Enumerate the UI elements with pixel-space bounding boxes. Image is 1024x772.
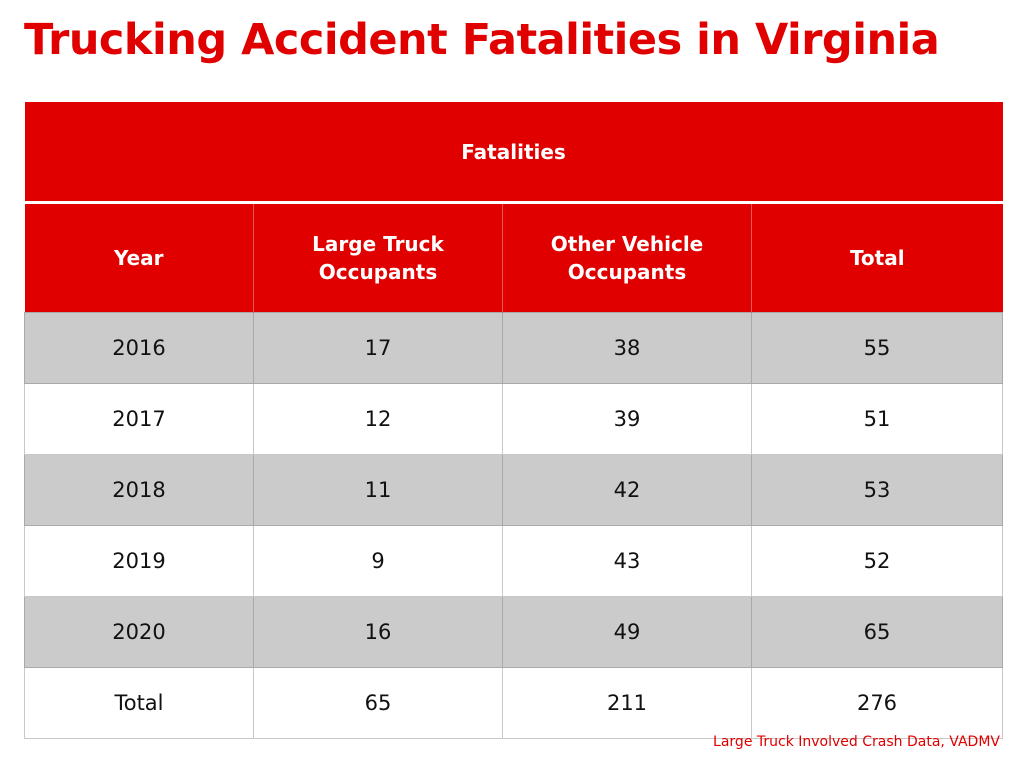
cell-large-truck: 17 bbox=[253, 312, 503, 384]
column-header-year: Year bbox=[24, 202, 254, 313]
table-row: 2016 17 38 55 bbox=[24, 312, 1004, 384]
cell-total: 52 bbox=[750, 525, 1004, 597]
column-header-other-vehicle: Other Vehicle Occupants bbox=[502, 202, 752, 313]
cell-total: 55 bbox=[750, 312, 1004, 384]
source-note: Large Truck Involved Crash Data, VADMV bbox=[713, 734, 1000, 750]
cell-total: 53 bbox=[750, 454, 1004, 526]
cell-total: 276 bbox=[750, 667, 1004, 739]
group-header: Fatalities bbox=[24, 102, 1003, 204]
cell-year: 2017 bbox=[24, 383, 254, 455]
cell-total: 65 bbox=[750, 596, 1004, 668]
cell-other-vehicle: 211 bbox=[502, 667, 752, 739]
chart-title: Trucking Accident Fatalities in Virginia bbox=[24, 15, 940, 65]
table-body: 2016 17 38 55 2017 12 39 51 2018 11 42 53 2019 9 43 52 2… bbox=[24, 312, 1004, 739]
cell-year: 2020 bbox=[24, 596, 254, 668]
fatalities-table: Fatalities Year Large Truck Occupants Ot… bbox=[24, 102, 1004, 739]
table-row: 2017 12 39 51 bbox=[24, 383, 1004, 455]
cell-year: 2019 bbox=[24, 525, 254, 597]
cell-large-truck: 16 bbox=[253, 596, 503, 668]
cell-other-vehicle: 42 bbox=[502, 454, 752, 526]
cell-year: 2018 bbox=[24, 454, 254, 526]
cell-other-vehicle: 43 bbox=[502, 525, 752, 597]
cell-large-truck: 11 bbox=[253, 454, 503, 526]
table-row: 2018 11 42 53 bbox=[24, 454, 1004, 526]
table-row: Total 65 211 276 bbox=[24, 667, 1004, 739]
cell-other-vehicle: 39 bbox=[502, 383, 752, 455]
cell-total: 51 bbox=[750, 383, 1004, 455]
table-row: 2019 9 43 52 bbox=[24, 525, 1004, 597]
cell-other-vehicle: 38 bbox=[502, 312, 752, 384]
cell-other-vehicle: 49 bbox=[502, 596, 752, 668]
cell-year: 2016 bbox=[24, 312, 254, 384]
table-row: 2020 16 49 65 bbox=[24, 596, 1004, 668]
column-header-row: Year Large Truck Occupants Other Vehicle… bbox=[24, 202, 1003, 313]
cell-large-truck: 12 bbox=[253, 383, 503, 455]
cell-large-truck: 65 bbox=[253, 667, 503, 739]
group-header-row: Fatalities bbox=[24, 102, 1003, 204]
column-header-large-truck: Large Truck Occupants bbox=[253, 202, 503, 313]
cell-year: Total bbox=[24, 667, 254, 739]
cell-large-truck: 9 bbox=[253, 525, 503, 597]
column-header-total: Total bbox=[750, 202, 1003, 313]
